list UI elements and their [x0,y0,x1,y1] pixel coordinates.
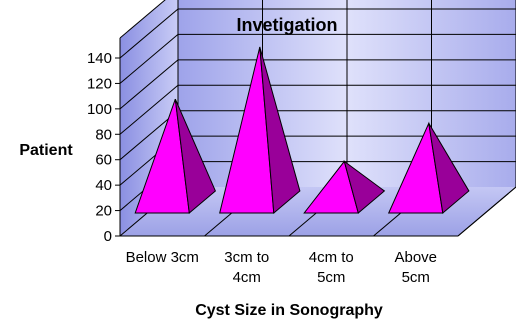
x-tick-label: Above 5cm [394,249,437,286]
pyramid-side-face [259,46,301,215]
side-gridline [119,34,179,84]
labels: 0 20 40 60 80 100 120 140 Below 3cm 3cm to 4cm 4cm … [19,15,437,319]
side-gridline [119,0,166,39]
x-axis-title: Cyst Size in Sonography [195,302,383,319]
y-tick-label: 120 [87,75,112,92]
y-tick-label: 80 [95,126,112,143]
axes [115,0,516,237]
y-tick-label: 140 [87,50,112,67]
y-tick-label: 20 [95,203,112,220]
pyramid-side-face [174,98,216,214]
data-marks [134,46,470,215]
side-gridline [119,84,179,135]
pyramid-side-face [428,123,470,214]
y-tick-label: 100 [87,101,112,118]
x-tick-label: Below 3cm [126,249,199,266]
side-gridline [119,59,179,110]
pyramid-side-face [343,160,386,214]
y-axis-title: Patient [19,142,73,159]
floor-right-edge [457,186,516,237]
x-tick-label: 3cm to 4cm [224,249,269,286]
y-tick-label: 60 [95,152,112,169]
side-gridline [119,8,179,59]
x-tick-label: 4cm to 5cm [309,249,354,286]
chart-title: Invetigation [236,15,337,35]
y-tick-label: 0 [104,228,112,245]
y-tick-label: 40 [95,177,112,194]
